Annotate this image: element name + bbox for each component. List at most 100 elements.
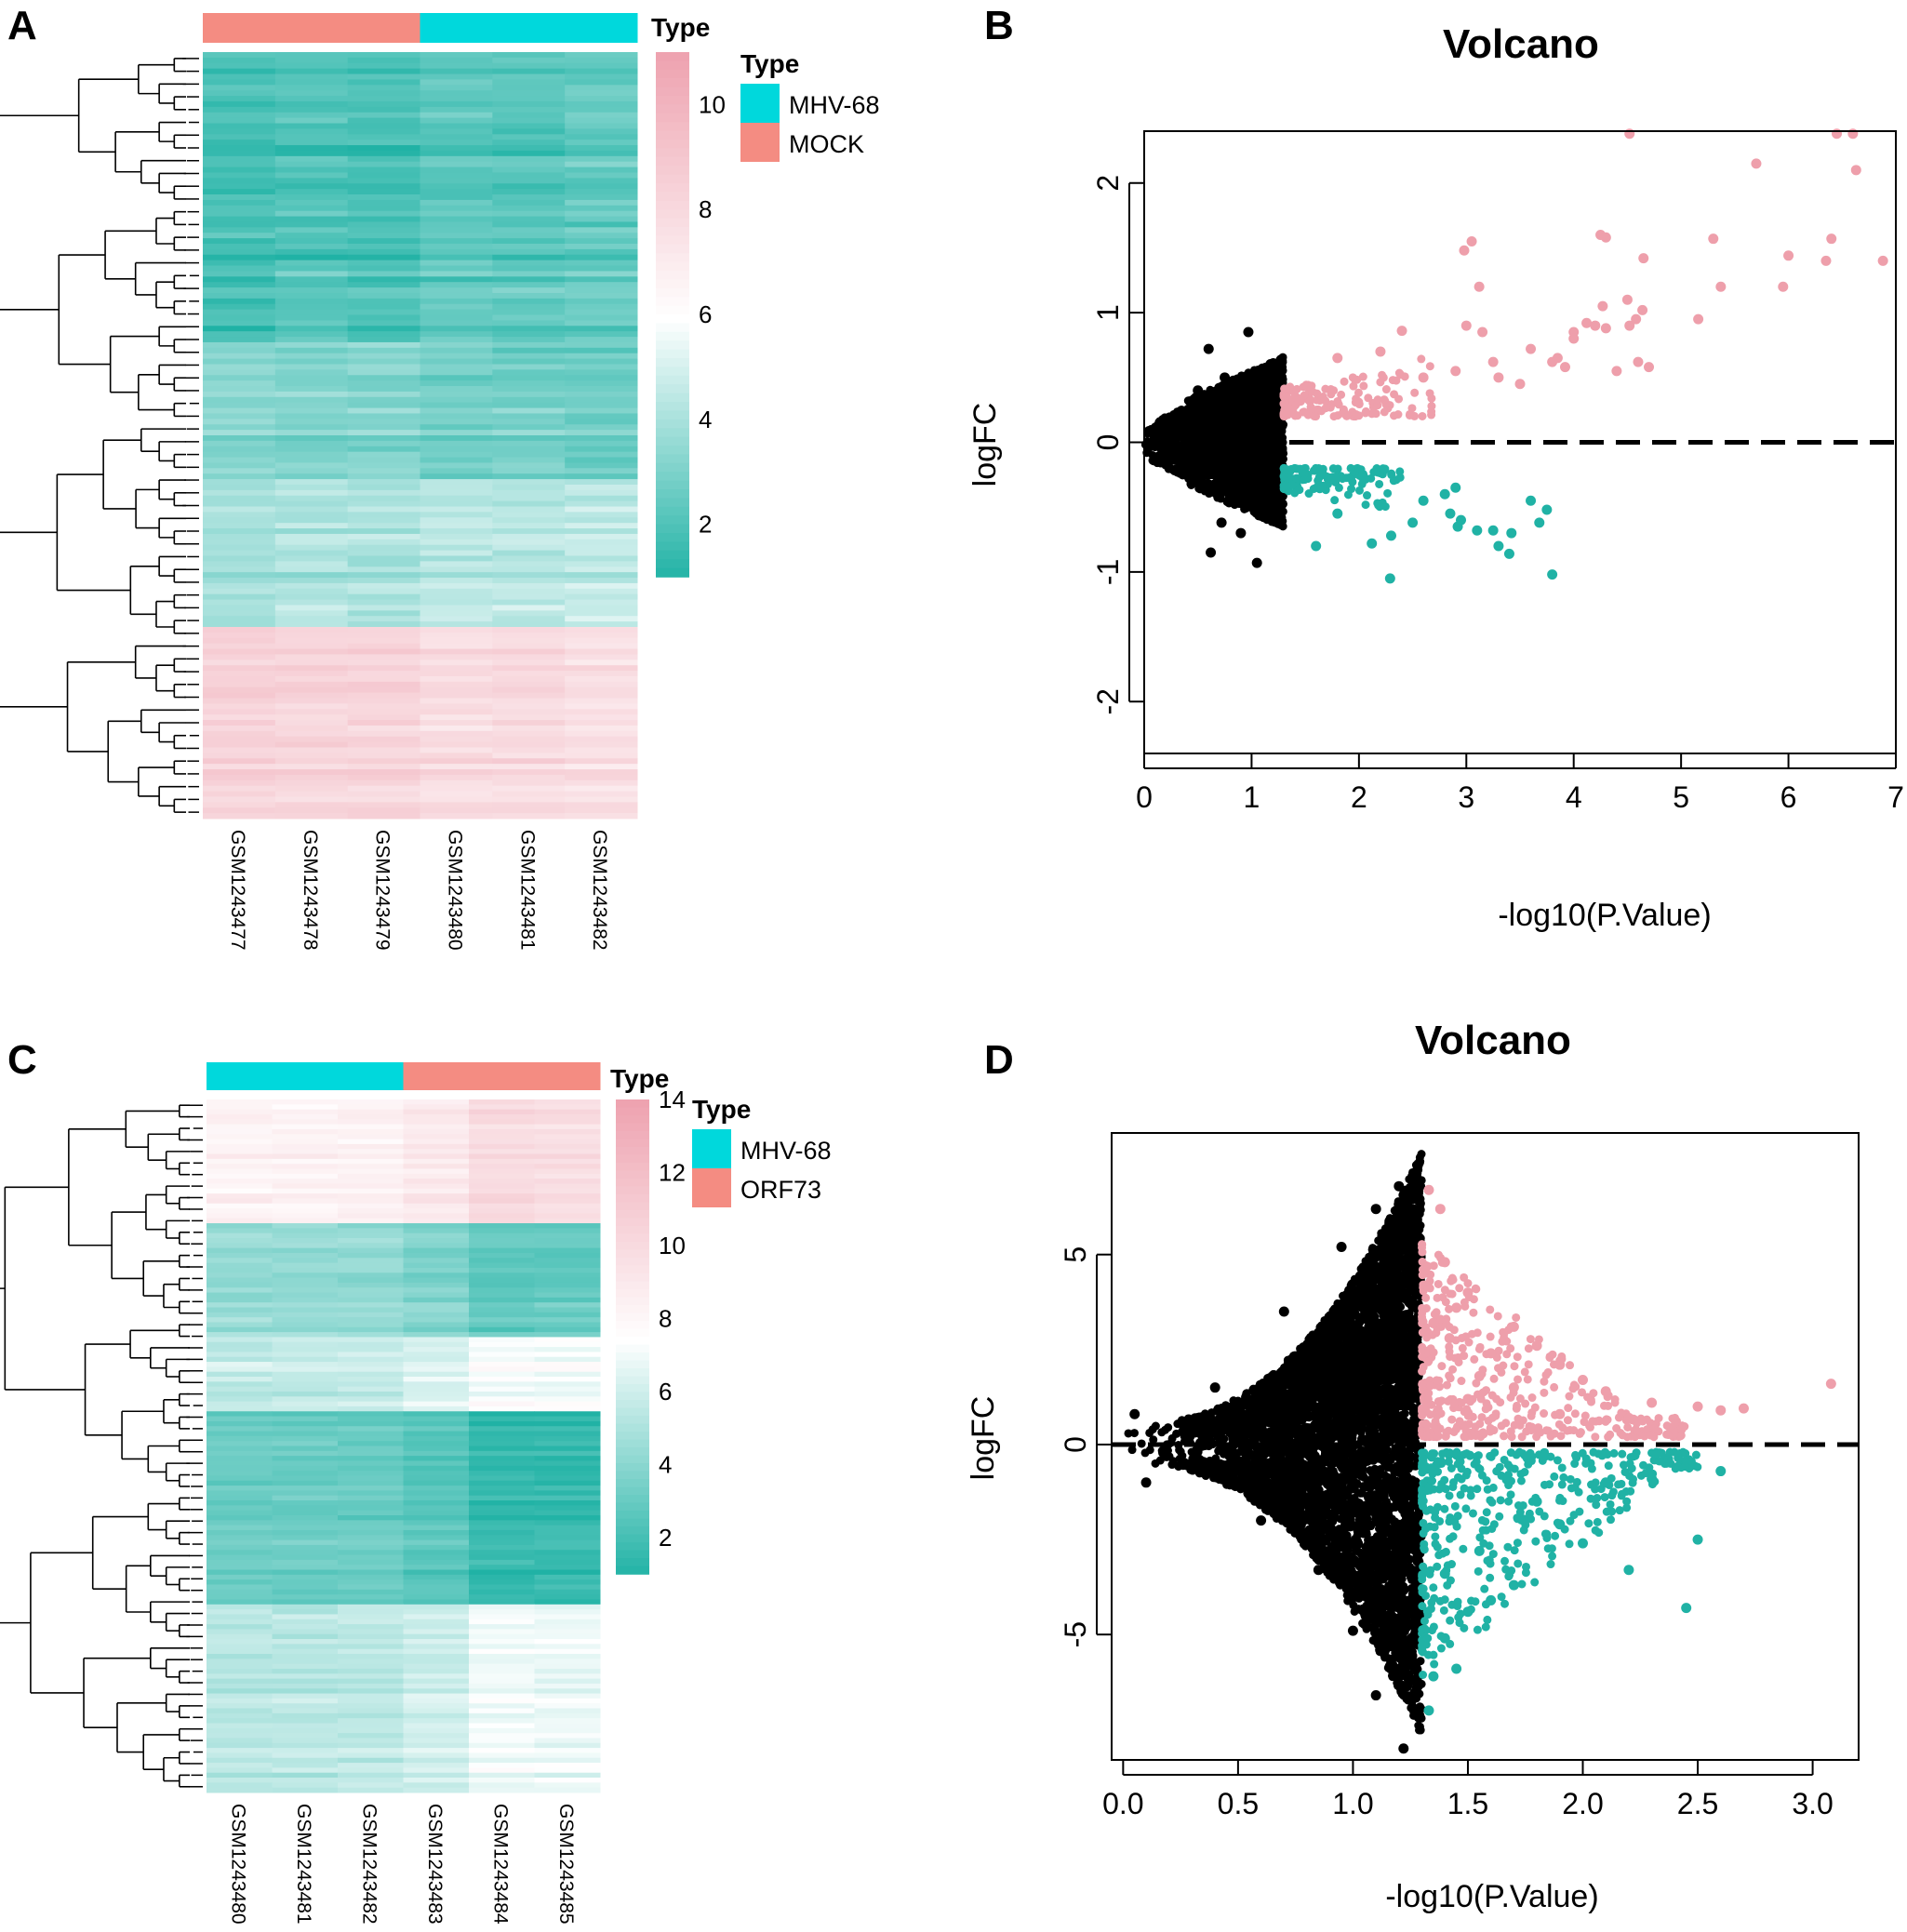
colorbar-segment	[656, 69, 689, 79]
heatmap-cell	[338, 1247, 404, 1254]
heatmap-cell	[420, 539, 493, 546]
heatmap-cell	[347, 555, 420, 562]
data-point	[1385, 530, 1396, 541]
heatmap-cell	[492, 435, 566, 442]
heatmap-cell	[403, 1173, 470, 1179]
heatmap-cell	[469, 1173, 535, 1179]
sample-label: GSM1243477	[227, 830, 248, 951]
heatmap-cell	[272, 1535, 339, 1541]
heatmap-cell	[420, 807, 493, 814]
heatmap-cell	[565, 769, 638, 776]
x-tick-label: 4	[1566, 780, 1582, 814]
heatmap-cell	[534, 1352, 601, 1358]
heatmap-cell	[420, 380, 493, 387]
column-annotation-bar-c	[207, 1062, 601, 1090]
heatmap-cell	[420, 473, 493, 480]
heatmap-cell	[347, 347, 420, 354]
heatmap-cell	[338, 1119, 404, 1126]
heatmap-cell	[403, 1158, 470, 1165]
heatmap-cell	[420, 271, 493, 277]
data-point	[1262, 486, 1272, 496]
heatmap-cell	[565, 566, 638, 573]
heatmap-cell	[403, 1589, 470, 1595]
heatmap-cell	[534, 1113, 601, 1120]
y-axis-label-b: logFC	[967, 403, 1003, 487]
series-points	[1311, 482, 1558, 584]
heatmap-cell	[274, 248, 349, 256]
sample-label: GSM1243480	[227, 1804, 248, 1925]
heatmap-cell	[207, 1698, 273, 1704]
heatmap-cell	[565, 654, 638, 660]
colorbar-segment	[616, 1107, 649, 1116]
heatmap-cell	[565, 380, 638, 387]
data-point	[1231, 427, 1240, 436]
heatmap-cell	[492, 140, 566, 146]
heatmap-cell	[274, 221, 349, 228]
heatmap-cell	[272, 1113, 339, 1120]
heatmap-cell	[272, 1401, 339, 1407]
colorbar-segment	[656, 567, 689, 578]
heatmap-cell	[403, 1772, 470, 1779]
heatmap-cell	[403, 1243, 470, 1249]
heatmap-cell	[207, 1287, 273, 1294]
colorbar-segment	[656, 331, 689, 341]
heatmap-cell	[207, 1510, 273, 1516]
heatmap-cell	[338, 1778, 404, 1783]
heatmap-cell	[534, 1396, 601, 1403]
heatmap-cell	[469, 1678, 535, 1685]
heatmap-cell	[403, 1559, 470, 1566]
heatmap-cell	[492, 605, 566, 611]
heatmap-cell	[492, 566, 566, 573]
heatmap-cell	[272, 1282, 339, 1288]
data-point	[1624, 128, 1635, 140]
data-point	[1245, 423, 1254, 433]
data-point	[1287, 464, 1296, 473]
heatmap-cell	[274, 314, 349, 321]
heatmap-cell	[338, 1624, 404, 1630]
heatmap-cell	[469, 1712, 535, 1719]
data-point	[1227, 411, 1236, 420]
heatmap-cell	[492, 292, 566, 300]
heatmap-cell	[534, 1574, 601, 1580]
heatmap-cell	[492, 479, 566, 486]
data-point	[1328, 464, 1338, 473]
heatmap-cell	[492, 703, 566, 710]
heatmap-cell	[203, 769, 276, 776]
heatmap-cell	[338, 1683, 404, 1689]
data-point	[1268, 500, 1277, 509]
heatmap-cell	[403, 1401, 470, 1407]
heatmap-cell	[347, 309, 420, 316]
heatmap-cell	[534, 1406, 601, 1412]
heatmap-cell	[565, 221, 638, 228]
heatmap-cell	[403, 1292, 470, 1299]
heatmap-cell	[272, 1262, 339, 1269]
heatmap-cell	[492, 796, 566, 803]
colorbar-segment	[616, 1249, 649, 1259]
colorbar-segment	[616, 1099, 649, 1109]
data-point	[1407, 517, 1419, 528]
heatmap-cell	[207, 1723, 273, 1729]
colorbar-segment	[656, 209, 689, 220]
heatmap-cell	[420, 593, 493, 601]
heatmap-cell	[203, 298, 276, 305]
heatmap-cell	[272, 1609, 339, 1615]
data-point	[1383, 488, 1393, 498]
heatmap-cell	[272, 1307, 339, 1313]
heatmap-cell	[347, 643, 420, 650]
heatmap-cell	[403, 1341, 470, 1348]
heatmap-cell	[492, 627, 566, 633]
heatmap-cell	[492, 616, 566, 622]
heatmap-cell	[565, 85, 638, 91]
heatmap-cell	[347, 298, 420, 305]
heatmap-cell	[403, 1648, 470, 1655]
heatmap-cell	[469, 1500, 535, 1506]
data-point	[1275, 429, 1285, 438]
colorbar-tick-label: 10	[699, 90, 726, 118]
heatmap-cell	[207, 1703, 273, 1710]
heatmap-cell	[492, 287, 566, 294]
heatmap-cell	[274, 736, 349, 743]
heatmap-cell	[403, 1139, 470, 1145]
heatmap-cell	[207, 1252, 273, 1259]
heatmap-cell	[492, 238, 566, 245]
heatmap-cell	[347, 813, 420, 819]
